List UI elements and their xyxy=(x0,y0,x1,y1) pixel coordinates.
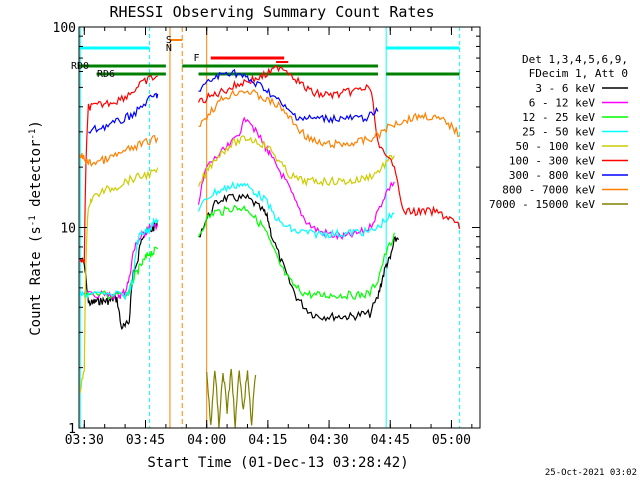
plot-frame xyxy=(78,26,481,429)
legend-label: 100 - 300 keV xyxy=(509,155,595,168)
chart-title: RHESSI Observing Summary Count Rates xyxy=(109,3,434,21)
generation-timestamp: 25-Oct-2021 03:02 xyxy=(545,468,637,478)
flag-label-rd6: RD6 xyxy=(97,69,115,80)
flag-label-s: S xyxy=(166,35,172,46)
series-line-3 xyxy=(79,181,395,301)
y-axis-label: Count Rate (s-1 detector-1) xyxy=(28,120,44,336)
state-flag-bars: SN F RD0 RD6 xyxy=(71,27,461,428)
x-tick-label: 03:30 xyxy=(65,433,104,448)
flag-label-n: N xyxy=(166,43,172,54)
flag-label-f: F xyxy=(194,53,200,64)
legend-label: 25 - 50 keV xyxy=(522,126,595,139)
x-axis-ticks: 03:30 03:45 04:00 04:15 04:30 04:45 05:00 xyxy=(65,27,473,448)
series-line-6 xyxy=(88,68,379,134)
y-tick-label: 1 xyxy=(68,422,76,437)
series-line-8 xyxy=(206,368,257,429)
x-tick-label: 03:45 xyxy=(126,433,165,448)
data-series xyxy=(79,65,461,429)
x-axis-label: Start Time (01-Dec-13 03:28:42) xyxy=(147,455,408,471)
legend-header: Det 1,3,4,5,6,9, xyxy=(522,53,628,66)
y-tick-label: 100 xyxy=(53,21,76,36)
legend-label: 50 - 100 keV xyxy=(516,140,596,153)
legend-label: 7000 - 15000 keV xyxy=(489,198,595,211)
legend: Det 1,3,4,5,6,9,FDecim 1, Att 0 3 - 6 keV… xyxy=(489,53,628,211)
x-tick-label: 04:00 xyxy=(187,433,226,448)
flag-label-rd0: RD0 xyxy=(71,61,89,72)
legend-label: 6 - 12 keV xyxy=(529,97,596,110)
legend-label: 3 - 6 keV xyxy=(535,82,595,95)
series-line-7 xyxy=(79,89,460,167)
legend-header: FDecim 1, Att 0 xyxy=(529,67,628,80)
x-tick-label: 04:45 xyxy=(371,433,410,448)
y-tick-label: 10 xyxy=(60,222,76,237)
legend-label: 12 - 25 keV xyxy=(522,111,595,124)
x-tick-label: 04:30 xyxy=(309,433,348,448)
y-axis-ticks: 1 10 100 xyxy=(53,21,480,437)
series-line-4 xyxy=(79,135,395,393)
series-line-0 xyxy=(79,193,399,331)
x-tick-label: 04:15 xyxy=(248,433,287,448)
series-line-5 xyxy=(79,65,461,264)
legend-label: 300 - 800 keV xyxy=(509,169,595,182)
x-tick-label: 05:00 xyxy=(432,433,471,448)
legend-label: 800 - 7000 keV xyxy=(502,184,595,197)
